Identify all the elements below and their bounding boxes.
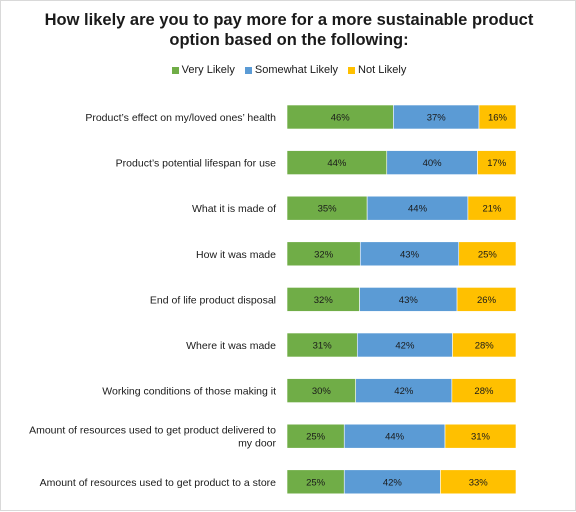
data-label: 37%: [427, 113, 447, 124]
category-label: How it was made: [196, 249, 276, 261]
legend-label: Somewhat Likely: [254, 64, 339, 76]
data-label: 40%: [423, 158, 443, 169]
data-label: 33%: [469, 477, 489, 488]
category-label-line: How it was made: [196, 249, 276, 261]
category-label: Amount of resources used to get product …: [40, 477, 277, 489]
bar-segment: [386, 150, 478, 175]
category-label-line: End of life product disposal: [150, 294, 276, 306]
bar-segment: [356, 332, 453, 358]
data-label: 17%: [487, 158, 507, 169]
data-label: 30%: [312, 386, 332, 397]
legend-item: Very Likely: [171, 64, 235, 76]
data-label: 25%: [478, 249, 498, 260]
category-label-line: Amount of resources used to get product …: [40, 477, 277, 489]
data-label: 43%: [400, 249, 420, 260]
data-label: 28%: [474, 386, 494, 397]
bar-segment: [440, 469, 517, 495]
data-label: 25%: [306, 432, 326, 443]
bar-segment: [343, 469, 441, 495]
data-label: 25%: [306, 477, 326, 488]
legend: Very Likely Somewhat Likely Not Likely: [1, 62, 576, 78]
legend-item: Somewhat Likely: [244, 64, 339, 76]
data-label: 44%: [327, 158, 347, 169]
category-label-line: my door: [238, 438, 276, 450]
category-label: What it is made of: [192, 203, 276, 215]
bar-segment: [452, 332, 517, 358]
data-label: 16%: [488, 113, 508, 124]
category-label: Where it was made: [186, 340, 276, 352]
data-label: 42%: [395, 341, 415, 352]
bar-segment: [286, 469, 345, 495]
category-label-line: What it is made of: [192, 203, 276, 215]
data-label: 31%: [471, 432, 491, 443]
bar-segment: [458, 241, 517, 267]
category-label-line: Where it was made: [186, 340, 276, 352]
data-label: 43%: [399, 295, 419, 306]
data-label: 28%: [475, 341, 495, 352]
bar-segment: [366, 195, 469, 221]
category-label: Product’s potential lifespan for use: [116, 158, 276, 170]
category-label: End of life product disposal: [150, 294, 276, 306]
bar-segment: [456, 287, 517, 312]
bar-segment: [286, 332, 358, 358]
data-label: 44%: [408, 204, 428, 215]
legend-label: Very Likely: [181, 64, 235, 76]
bar-segment: [286, 378, 356, 403]
data-label: 42%: [394, 386, 414, 397]
category-label: Amount of resources used to get product …: [29, 425, 276, 450]
bar-segment: [393, 104, 480, 130]
bar-segment: [286, 423, 345, 449]
category-label-line: Amount of resources used to get product …: [29, 425, 276, 437]
bar-segment: [444, 423, 517, 449]
bar-segment: [467, 195, 517, 221]
legend-swatch: [171, 66, 179, 74]
bar-segment: [286, 104, 394, 130]
bar-segment: [286, 150, 388, 175]
data-label: 44%: [385, 432, 405, 443]
bar-segment: [359, 287, 458, 312]
bar-segment: [355, 378, 453, 403]
bar-segment: [478, 104, 517, 130]
data-label: 21%: [482, 204, 502, 215]
legend-item: Not Likely: [348, 64, 406, 76]
legend-label: Not Likely: [358, 64, 407, 76]
data-label: 46%: [331, 113, 351, 124]
data-label: 32%: [314, 249, 334, 260]
legend-swatch: [348, 66, 356, 74]
data-label: 26%: [477, 295, 497, 306]
category-label: Working conditions of those making it: [102, 386, 276, 398]
bar-segment: [451, 378, 517, 403]
bar-segment: [343, 423, 446, 449]
data-label: 35%: [318, 204, 338, 215]
chart-title: How likely are you to pay more for a mor…: [44, 11, 534, 49]
category-label-line: Product’s effect on my/loved ones’ healt…: [85, 112, 276, 124]
bar-segment: [477, 150, 517, 175]
data-label: 42%: [383, 477, 403, 488]
category-label: Product’s effect on my/loved ones’ healt…: [85, 112, 276, 124]
data-label: 32%: [314, 295, 334, 306]
legend-swatch: [244, 66, 252, 74]
category-label-line: Working conditions of those making it: [102, 386, 276, 398]
bar-segment: [286, 241, 361, 267]
data-label: 31%: [313, 341, 333, 352]
category-label-line: Product’s potential lifespan for use: [116, 158, 276, 170]
